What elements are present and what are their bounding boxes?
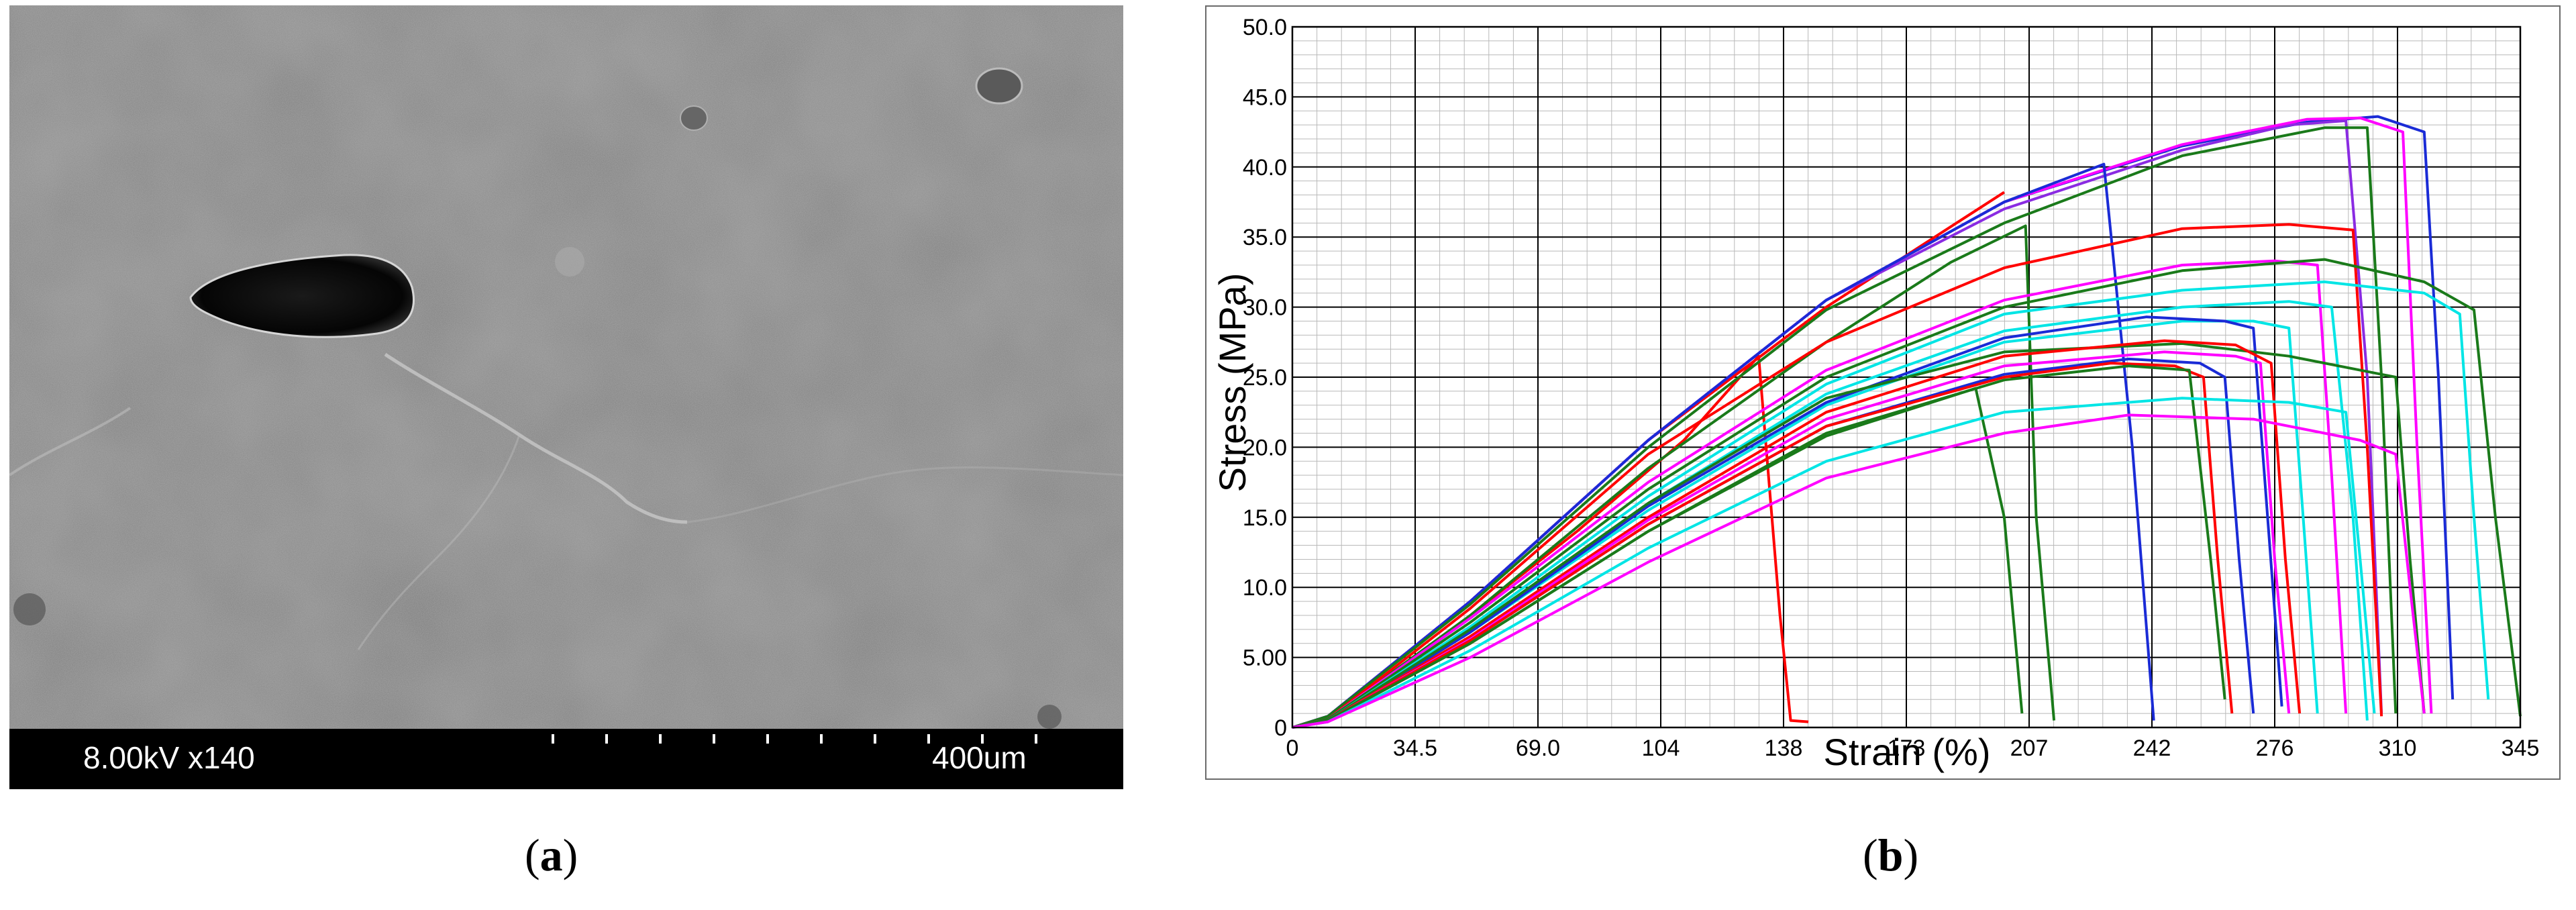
y-tick-label: 20.0 — [1243, 435, 1287, 460]
x-tick-label: 138 — [1765, 736, 1803, 761]
y-tick-label: 5.00 — [1243, 646, 1287, 671]
series-layer — [1292, 115, 2522, 729]
x-tick-labels: 0 34.5 69.0 104 138 173 207 242 276 310 345 — [1286, 736, 2540, 761]
x-tick-label: 345 — [2502, 736, 2540, 761]
series-line-23 — [1292, 397, 2376, 729]
y-tick-label: 45.0 — [1243, 85, 1287, 110]
x-tick-label: 276 — [2256, 736, 2294, 761]
series-line-24 — [1292, 413, 2426, 729]
plot-frame — [1291, 26, 2522, 729]
axes — [1291, 26, 2522, 729]
stress-strain-chart: 0 34.5 69.0 104 138 173 207 242 276 310 345 0 5.00 1… — [1211, 15, 2540, 773]
major-grid — [1292, 26, 2521, 728]
y-axis-label: Stress (MPa) — [1211, 273, 1253, 493]
y-tick-label: 35.0 — [1243, 225, 1287, 250]
y-tick-label: 25.0 — [1243, 365, 1287, 391]
series-line-11 — [1292, 258, 2522, 729]
sem-voltage-magnification: 8.00kV x140 — [83, 740, 255, 775]
panel-label-b: (b) — [1863, 829, 1919, 880]
sem-data-bar: 8.00kV x140 400um — [9, 729, 1123, 789]
x-tick-label: 0 — [1286, 736, 1299, 761]
x-axis-label: Strain (%) — [1824, 731, 1991, 773]
x-tick-label: 69.0 — [1516, 736, 1560, 761]
series-line-10 — [1292, 259, 2348, 729]
y-tick-label: 10.0 — [1243, 575, 1287, 601]
x-tick-label: 207 — [2010, 736, 2049, 761]
x-tick-label: 310 — [2379, 736, 2417, 761]
series-line-1 — [1292, 354, 1809, 729]
x-tick-label: 34.5 — [1393, 736, 1437, 761]
sem-scale-ticks — [552, 734, 1037, 744]
sem-micrograph-panel: 8.00kV x140 400um — [9, 5, 1123, 789]
x-tick-label: 173 — [1888, 736, 1926, 761]
y-tick-label: 30.0 — [1243, 295, 1287, 321]
y-tick-labels: 0 5.00 10.0 15.0 20.0 25.0 30.0 35.0 40.0 45.0 50.… — [1243, 15, 1287, 741]
sem-scale-bar-label: 400um — [932, 740, 1027, 775]
series-line-12 — [1292, 281, 2490, 729]
stress-strain-chart-panel: 0 34.5 69.0 104 138 173 207 242 276 310 345 0 5.00 1… — [1205, 5, 2561, 780]
x-tick-label: 104 — [1642, 736, 1680, 761]
y-tick-label: 0 — [1274, 715, 1287, 741]
series-line-20 — [1292, 362, 2234, 729]
series-line-17 — [1292, 339, 2302, 729]
y-tick-label: 40.0 — [1243, 155, 1287, 181]
y-tick-label: 15.0 — [1243, 505, 1287, 531]
series-line-15 — [1292, 315, 2283, 729]
series-line-22 — [1292, 387, 2024, 729]
panel-label-a: (a) — [525, 829, 578, 880]
series-line-9 — [1292, 223, 2383, 729]
series-line-7 — [1292, 126, 2398, 729]
x-tick-label: 242 — [2133, 736, 2171, 761]
sem-micrograph-image — [9, 5, 1123, 729]
y-tick-label: 50.0 — [1243, 15, 1287, 40]
